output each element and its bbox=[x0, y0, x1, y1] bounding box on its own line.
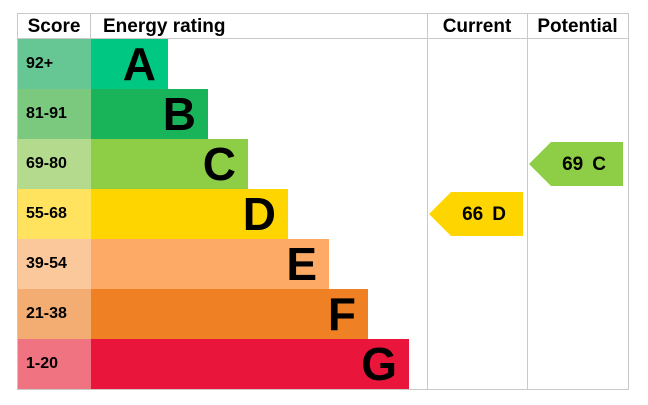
potential-column-divider bbox=[527, 14, 528, 389]
score-range-d: 55-68 bbox=[18, 189, 91, 239]
rating-bar-g: G bbox=[91, 339, 409, 389]
band-row-e: 39-54 E bbox=[18, 239, 628, 289]
potential-rating-letter: C bbox=[592, 153, 606, 175]
score-range-g: 1-20 bbox=[18, 339, 91, 389]
score-range-e: 39-54 bbox=[18, 239, 91, 289]
band-letter-e: E bbox=[286, 238, 317, 290]
current-rating-arrow: 66 D bbox=[429, 192, 523, 236]
potential-rating-score: 69 bbox=[562, 153, 584, 175]
rating-bar-f: F bbox=[91, 289, 368, 339]
rating-bar-d: D bbox=[91, 189, 288, 239]
band-letter-a: A bbox=[122, 38, 156, 90]
band-row-d: 55-68 D bbox=[18, 189, 628, 239]
band-letter-f: F bbox=[327, 288, 356, 340]
rating-bar-b: B bbox=[91, 89, 208, 139]
band-row-f: 21-38 F bbox=[18, 289, 628, 339]
current-column-header: Current bbox=[442, 15, 512, 37]
band-row-g: 1-20 G bbox=[18, 339, 628, 389]
rating-bar-c: C bbox=[91, 139, 248, 189]
epc-rating-chart: Score Energy rating Current Potential 92… bbox=[17, 13, 629, 390]
band-letter-g: G bbox=[361, 338, 397, 390]
current-column-divider bbox=[427, 14, 428, 389]
potential-rating-arrow: 69 C bbox=[529, 142, 623, 186]
score-column-header: Score bbox=[18, 14, 91, 38]
band-letter-c: C bbox=[202, 138, 236, 190]
rating-bar-e: E bbox=[91, 239, 329, 289]
band-row-c: 69-80 C bbox=[18, 139, 628, 189]
score-range-b: 81-91 bbox=[18, 89, 91, 139]
current-rating-letter: D bbox=[492, 203, 506, 225]
score-range-c: 69-80 bbox=[18, 139, 91, 189]
energy-rating-column-header: Energy rating bbox=[103, 15, 226, 37]
header-row: Score Energy rating Current Potential bbox=[18, 14, 628, 39]
band-row-b: 81-91 B bbox=[18, 89, 628, 139]
band-letter-b: B bbox=[162, 88, 196, 140]
score-range-f: 21-38 bbox=[18, 289, 91, 339]
score-range-a: 92+ bbox=[18, 39, 91, 89]
rating-bar-a: A bbox=[91, 39, 168, 89]
band-row-a: 92+ A bbox=[18, 39, 628, 89]
current-rating-score: 66 bbox=[462, 203, 484, 225]
band-letter-d: D bbox=[242, 188, 276, 240]
potential-column-header: Potential bbox=[537, 15, 618, 37]
rating-bands: 92+ A 81-91 B 69-80 C 55-68 D 39-54 E 21-38 F 1-20 G bbox=[18, 39, 628, 389]
